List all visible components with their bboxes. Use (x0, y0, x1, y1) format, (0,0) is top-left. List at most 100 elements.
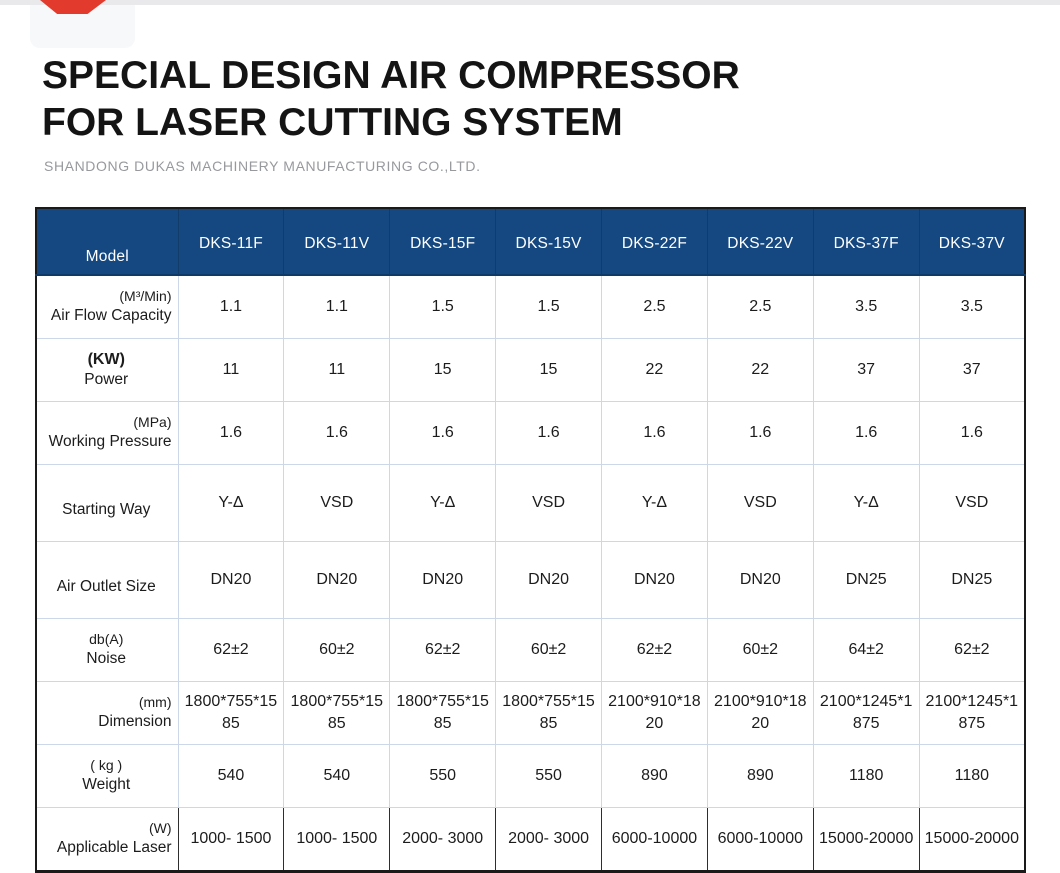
spec-cell: 1000- 1500 (283, 807, 390, 872)
spec-cell: 64±2 (812, 618, 920, 682)
spec-cell: DN20 (601, 541, 708, 619)
table-row: (MPa) Working Pressure 1.6 1.6 1.6 1.6 1.6 1.6 1… (36, 401, 1025, 465)
table-header-row: Model DKS-11F DKS-11V DKS-15F DKS-15V DKS-22… (36, 208, 1025, 276)
spec-cell: VSD (706, 464, 814, 542)
spec-cell: 1180 (918, 744, 1025, 808)
spec-cell: 1.6 (918, 401, 1025, 465)
row-label: ( kg ) Weight (36, 744, 178, 808)
row-label: (MPa) Working Pressure (36, 401, 178, 465)
spec-cell: 2.5 (706, 274, 814, 339)
spec-cell: Y-Δ (601, 464, 708, 542)
spec-table: Model DKS-11F DKS-11V DKS-15F DKS-15V DKS-22… (35, 207, 1026, 873)
row-label-name: Air Outlet Size (56, 577, 156, 595)
row-label-unit: (M³/Min) (119, 288, 172, 305)
row-label-unit: ( kg ) (90, 757, 123, 774)
spec-cell: 1800*755*1585 (389, 681, 496, 745)
spec-cell: 37 (812, 338, 920, 402)
spec-cell: 1.6 (177, 401, 284, 465)
page-title: SPECIAL DESIGN AIR COMPRESSOR FOR LASER … (42, 52, 740, 146)
row-label-name: Noise (86, 649, 127, 667)
table-row: (KW) Power 11 11 15 15 22 22 37 37 (36, 338, 1025, 402)
spec-cell: 2.5 (601, 274, 708, 339)
spec-cell: 11 (283, 338, 390, 402)
spec-cell: 1800*755*1585 (495, 681, 602, 745)
spec-cell: DN20 (706, 541, 814, 619)
spec-cell: DN25 (918, 541, 1025, 619)
spec-cell: 15000-20000 (812, 807, 920, 872)
spec-cell: DN20 (177, 541, 284, 619)
spec-cell: 62±2 (918, 618, 1025, 682)
table-row: (M³/Min) Air Flow Capacity 1.1 1.1 1.5 1.5 2.5… (36, 274, 1025, 339)
spec-cell: 540 (283, 744, 390, 808)
spec-cell: 3.5 (918, 274, 1025, 339)
spec-cell: 1800*755*1585 (177, 681, 284, 745)
row-label: (mm) Dimension (36, 681, 178, 745)
spec-cell: DN20 (283, 541, 390, 619)
column-header-dks-11f: DKS-11F (177, 208, 284, 276)
row-label: (KW) Power (36, 338, 178, 402)
spec-cell: VSD (283, 464, 390, 542)
spec-cell: 1.6 (283, 401, 390, 465)
spec-cell: 1.6 (495, 401, 602, 465)
spec-cell: 1800*755*1585 (283, 681, 390, 745)
spec-cell: 60±2 (495, 618, 602, 682)
spec-cell: 1.6 (812, 401, 920, 465)
table-row: db(A) Noise 62±2 60±2 62±2 60±2 62±2 60±2 64±2 62… (36, 618, 1025, 682)
spec-cell: 62±2 (389, 618, 496, 682)
row-label-name: Starting Way (62, 500, 151, 518)
table-row: (mm) Dimension 1800*755*1585 1800*755*1585 1… (36, 681, 1025, 745)
spec-cell: DN25 (812, 541, 920, 619)
spec-cell: 1.5 (495, 274, 602, 339)
spec-cell: 60±2 (283, 618, 390, 682)
column-header-dks-11v: DKS-11V (283, 208, 390, 276)
spec-cell: 60±2 (706, 618, 814, 682)
spec-cell: 2000- 3000 (389, 807, 496, 872)
page-title-line1: SPECIAL DESIGN AIR COMPRESSOR (42, 54, 740, 97)
spec-cell: 1000- 1500 (177, 807, 284, 872)
spec-cell: Y-Δ (177, 464, 284, 542)
row-label: (M³/Min) Air Flow Capacity (36, 274, 178, 339)
row-label-name: Power (84, 371, 129, 389)
spec-cell: 550 (495, 744, 602, 808)
spec-table-body: (M³/Min) Air Flow Capacity 1.1 1.1 1.5 1.5 2.5… (36, 274, 1025, 872)
row-label-unit: (MPa) (133, 414, 172, 431)
row-label-unit: (KW) (87, 350, 125, 368)
row-label-name: Working Pressure (48, 432, 172, 450)
spec-cell: 22 (706, 338, 814, 402)
spec-cell: DN20 (389, 541, 496, 619)
spec-cell: 550 (389, 744, 496, 808)
spec-table-wrap: Model DKS-11F DKS-11V DKS-15F DKS-15V DKS-22… (35, 207, 1026, 873)
spec-cell: VSD (918, 464, 1025, 542)
red-ribbon (40, 0, 106, 14)
spec-cell: 1.6 (389, 401, 496, 465)
row-label-unit: (mm) (138, 694, 172, 711)
spec-cell: Y-Δ (812, 464, 920, 542)
spec-table-head: Model DKS-11F DKS-11V DKS-15F DKS-15V DKS-22… (36, 208, 1025, 276)
top-bar (0, 0, 1060, 5)
spec-cell: 890 (706, 744, 814, 808)
spec-cell: 1.5 (389, 274, 496, 339)
spec-cell: 890 (601, 744, 708, 808)
table-row: Air Outlet Size DN20 DN20 DN20 DN20 DN20 DN20 D… (36, 541, 1025, 619)
spec-cell: 62±2 (601, 618, 708, 682)
row-label-name: Air Flow Capacity (50, 306, 172, 324)
row-label-name: Applicable Laser (56, 838, 172, 856)
column-header-dks-37v: DKS-37V (918, 208, 1025, 276)
page-title-line2: FOR LASER CUTTING SYSTEM (42, 101, 623, 144)
column-header-dks-15v: DKS-15V (495, 208, 602, 276)
table-row: (W) Applicable Laser 1000- 1500 1000- 1500 2… (36, 807, 1025, 872)
spec-cell: 540 (177, 744, 284, 808)
spec-cell: 1.1 (177, 274, 284, 339)
row-label-unit: db(A) (89, 631, 124, 648)
spec-cell: 1.6 (601, 401, 708, 465)
row-label: Starting Way (36, 464, 178, 542)
spec-cell: 15 (495, 338, 602, 402)
spec-cell: 6000-10000 (706, 807, 814, 872)
spec-cell: 2100*1245*1875 (812, 681, 920, 745)
spec-cell: 2000- 3000 (495, 807, 602, 872)
company-subtitle: SHANDONG DUKAS MACHINERY MANUFACTURING C… (44, 158, 481, 174)
row-label-name: Weight (82, 775, 131, 793)
spec-cell: 15000-20000 (918, 807, 1025, 872)
table-row: Starting Way Y-Δ VSD Y-Δ VSD Y-Δ VSD Y-Δ VSD (36, 464, 1025, 542)
spec-cell: 1180 (812, 744, 920, 808)
